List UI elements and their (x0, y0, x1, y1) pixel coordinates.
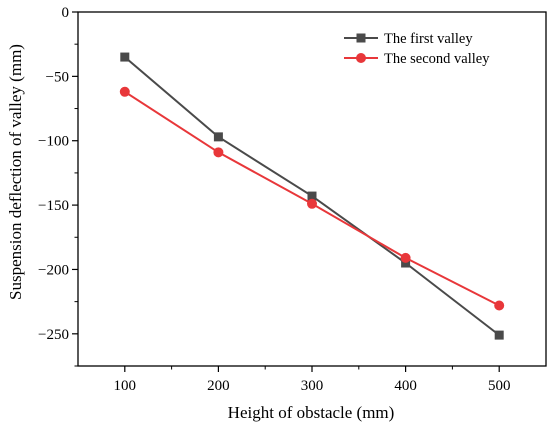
y-tick-label: 0 (62, 5, 70, 21)
legend-marker-square (356, 33, 366, 43)
series-1-point (494, 330, 504, 340)
x-tick-label: 500 (488, 378, 511, 394)
axes: 100 200 300 400 500 0 −50 −100 −150 −200 −250 (38, 5, 547, 394)
y-tick-label: −250 (38, 327, 69, 343)
series-1-point (213, 132, 223, 142)
x-tick-label: 400 (394, 378, 417, 394)
series-1-point (307, 191, 317, 201)
series-1-point (120, 52, 130, 62)
x-tick-label: 100 (114, 378, 137, 394)
series-2-point (494, 300, 505, 311)
y-tick-label: −50 (46, 69, 69, 85)
y-tick-label: −100 (38, 134, 69, 150)
x-tick-label: 300 (301, 378, 324, 394)
series-2-point (213, 147, 224, 158)
series-layer (119, 52, 505, 340)
series-2-point (119, 86, 130, 97)
y-axis-label: Suspension deflection of valley (mm) (6, 44, 25, 300)
legend: The first valley The second valley (344, 31, 490, 67)
x-tick-label: 200 (207, 378, 230, 394)
legend-label-1: The first valley (384, 31, 473, 47)
y-tick-label: −200 (38, 262, 69, 278)
legend-marker-circle (356, 53, 366, 63)
series-2-point (400, 252, 411, 263)
series-1-point (401, 258, 411, 268)
series-2-point (307, 198, 317, 209)
legend-label-2: The second valley (384, 51, 490, 67)
x-axis-label: Height of obstacle (mm) (228, 403, 395, 422)
y-tick-label: −150 (38, 198, 69, 214)
